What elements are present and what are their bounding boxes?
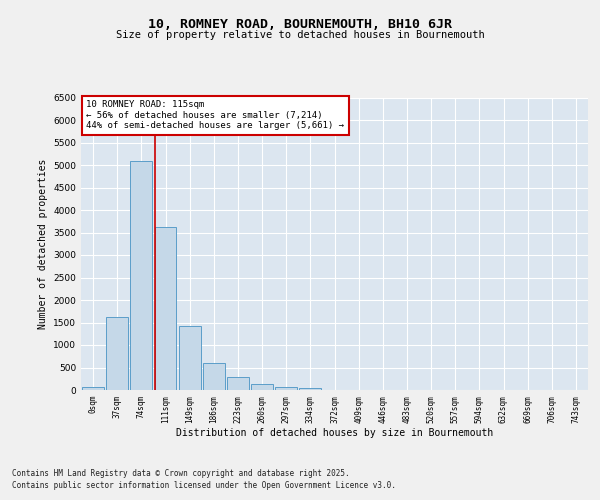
Text: Contains public sector information licensed under the Open Government Licence v3: Contains public sector information licen… (12, 481, 396, 490)
Bar (251, 384, 273, 390)
Bar (82, 387, 104, 390)
Bar (106, 317, 128, 390)
Text: 10 ROMNEY ROAD: 115sqm
← 56% of detached houses are smaller (7,214)
44% of semi-: 10 ROMNEY ROAD: 115sqm ← 56% of detached… (86, 100, 344, 130)
Text: 10, ROMNEY ROAD, BOURNEMOUTH, BH10 6JR: 10, ROMNEY ROAD, BOURNEMOUTH, BH10 6JR (148, 18, 452, 30)
Bar (130, 160, 152, 390)
Text: Size of property relative to detached houses in Bournemouth: Size of property relative to detached ho… (116, 30, 484, 40)
Bar (155, 227, 176, 390)
Text: Contains HM Land Registry data © Crown copyright and database right 2025.: Contains HM Land Registry data © Crown c… (12, 468, 350, 477)
Bar (227, 376, 249, 390)
Y-axis label: Number of detached properties: Number of detached properties (38, 158, 47, 329)
Bar (299, 388, 321, 390)
X-axis label: Distribution of detached houses by size in Bournemouth: Distribution of detached houses by size … (176, 428, 493, 438)
Bar (179, 326, 200, 390)
Bar (203, 362, 224, 390)
Bar (275, 387, 297, 390)
